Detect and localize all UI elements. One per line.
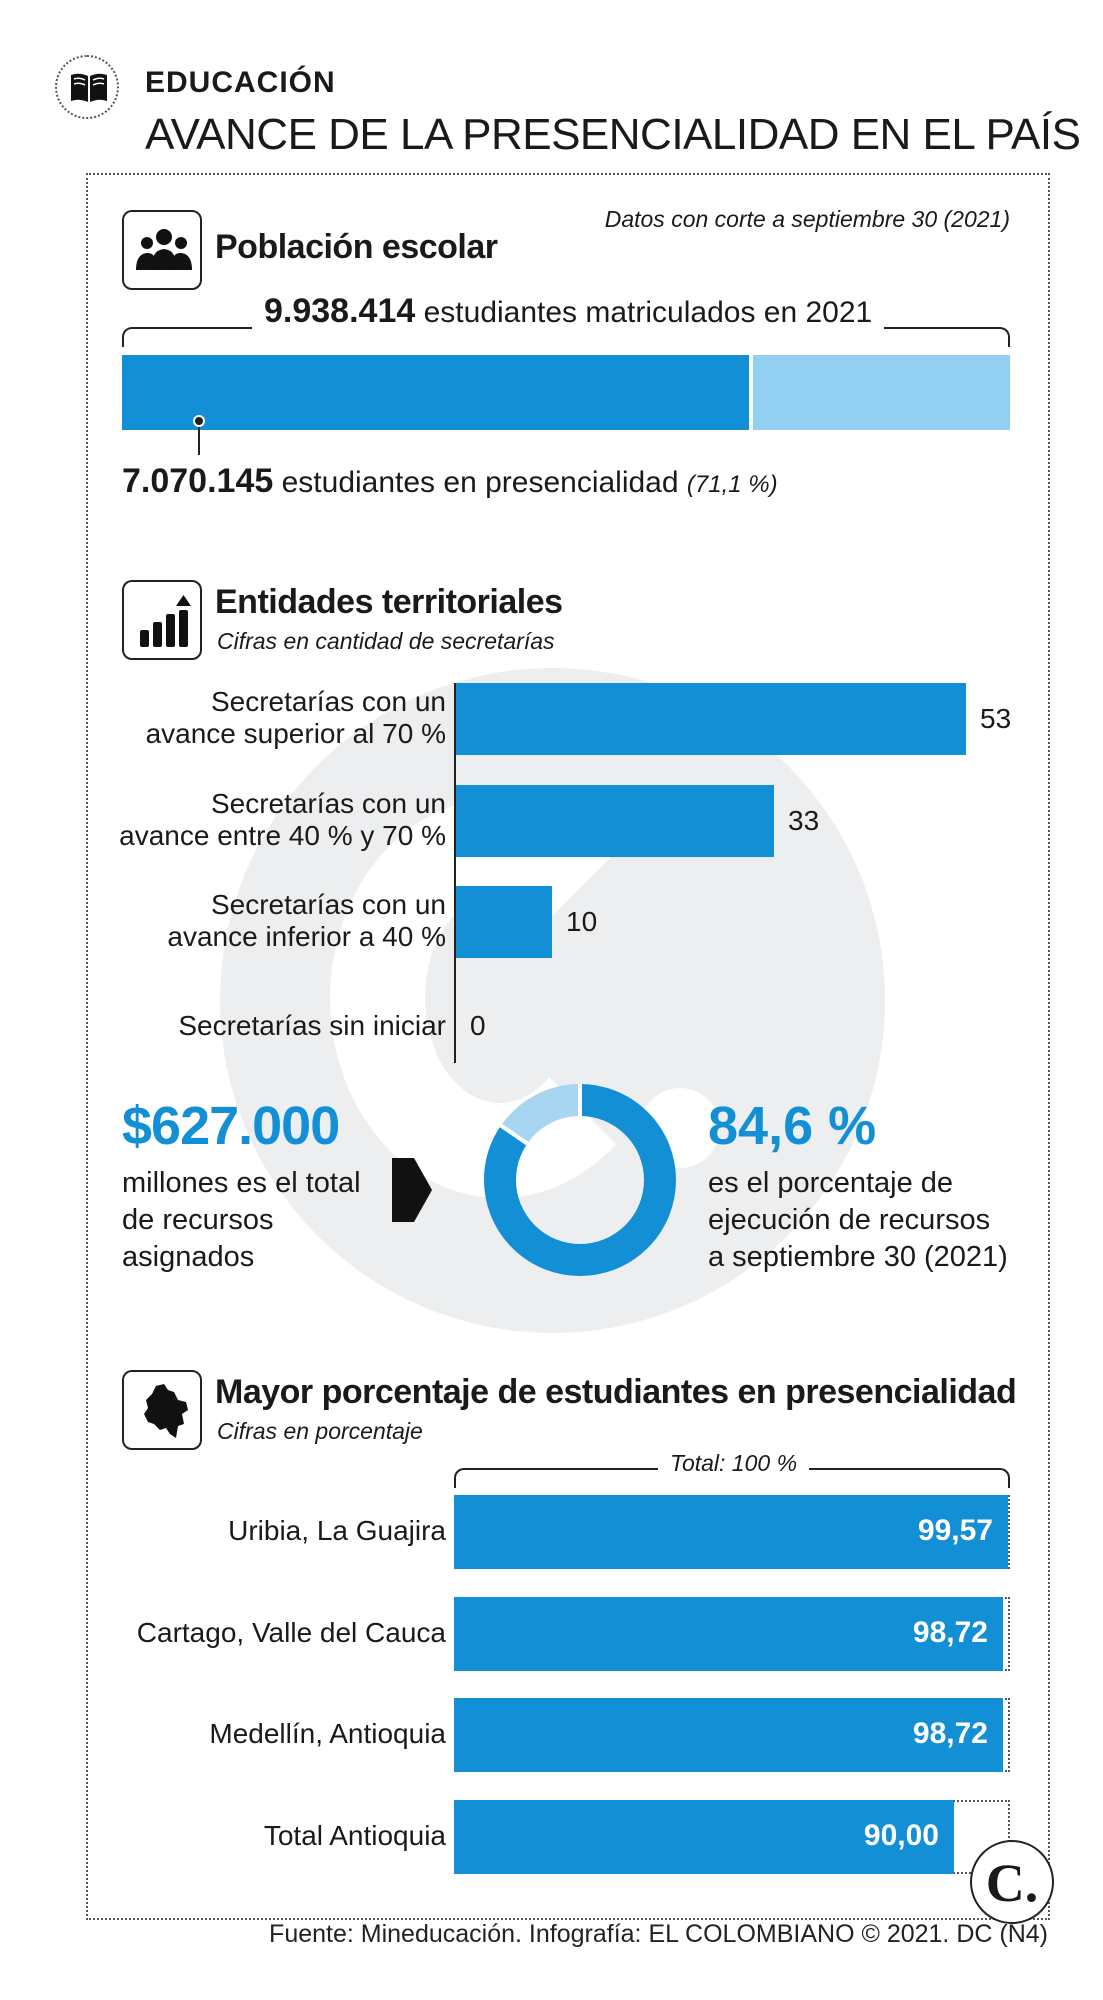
section-tag: EDUCACIÓN — [145, 66, 336, 99]
page-title: AVANCE DE LA PRESENCIALIDAD EN EL PAÍS — [145, 110, 1081, 159]
cutoff-note: Datos con corte a septiembre 30 (2021) — [604, 206, 1010, 232]
watermark-logo — [220, 668, 885, 1333]
presencial-label: 7.070.145 estudiantes en presencialidad … — [122, 462, 778, 501]
mayor-bar — [454, 1495, 1008, 1569]
presencial-percent: (71,1 %) — [686, 471, 778, 498]
mayor-subtitle: Cifras en porcentaje — [217, 1418, 423, 1444]
bar-chart-icon — [140, 595, 191, 647]
mayor-value-label: 90,00 — [863, 1819, 939, 1852]
entidades-category-label: Secretarías con un avance inferior a 40 % — [167, 889, 446, 952]
mayor-category-label: Medellín, Antioquia — [209, 1718, 446, 1749]
mayor-category-label: Uribia, La Guajira — [228, 1515, 446, 1546]
resources-amount-desc: millones es el total de recursos asignad… — [122, 1167, 361, 1273]
execution-desc-line-1: es el porcentaje de — [708, 1167, 954, 1199]
entidades-value-label: 0 — [470, 1010, 486, 1041]
mayor-title: Mayor porcentaje de estudiantes en prese… — [215, 1373, 1017, 1411]
entidades-value-label: 10 — [566, 906, 598, 937]
presencial-marker-dot — [193, 415, 205, 427]
colombia-map-icon — [144, 1384, 188, 1438]
frame-top-border — [86, 173, 1050, 175]
mayor-bar — [454, 1698, 1003, 1772]
entidades-category-label: Secretarías sin iniciar — [178, 1010, 446, 1041]
people-icon — [136, 229, 192, 270]
map-icon-box — [122, 1370, 202, 1450]
entidades-title: Entidades territoriales — [215, 583, 563, 621]
resources-amount: $627.000 — [122, 1096, 340, 1156]
section-badge — [55, 55, 119, 119]
execution-percent: 84,6 % — [708, 1096, 877, 1156]
mayor-category-label: Total Antioquia — [263, 1820, 446, 1851]
execution-desc-line-3: a septiembre 30 (2021) — [708, 1241, 1008, 1273]
mayor-value-label: 98,72 — [912, 1616, 988, 1649]
presencial-value: 7.070.145 — [122, 462, 274, 500]
people-icon-box — [122, 210, 202, 290]
el-colombiano-logo: C. — [970, 1840, 1054, 1924]
total-enrolled-text: estudiantes matriculados en 2021 — [423, 296, 873, 329]
total-enrolled-label: 9.938.414 estudiantes matriculados en 20… — [252, 292, 885, 331]
arrow-right-icon — [392, 1158, 432, 1222]
book-icon — [71, 73, 107, 102]
execution-donut — [484, 1084, 676, 1276]
entidades-bar — [456, 886, 552, 958]
execution-desc-line-2: ejecución de recursos — [708, 1204, 991, 1236]
mayor-category-label: Cartago, Valle del Cauca — [136, 1617, 446, 1648]
mayor-bar — [454, 1800, 954, 1874]
logo-text: C. — [985, 1853, 1039, 1913]
presencial-leader-line — [198, 425, 200, 455]
entidades-category-label: Secretarías con un avance entre 40 % y 70… — [119, 788, 446, 851]
entidades-subtitle: Cifras en cantidad de secretarías — [217, 628, 555, 654]
presencial-text: estudiantes en presencialidad — [281, 466, 679, 499]
poblacion-title: Población escolar — [215, 228, 498, 266]
entidades-value-label: 33 — [788, 805, 820, 836]
mayor-value-label: 98,72 — [912, 1717, 988, 1750]
total-enrolled-value: 9.938.414 — [264, 292, 416, 330]
donut-gap-end — [499, 1123, 529, 1146]
entidades-bar — [456, 683, 966, 755]
source-credit: Fuente: Mineducación. Infografía: EL COL… — [269, 1920, 1048, 1948]
mayor-bar — [454, 1597, 1003, 1671]
entidades-axis — [454, 683, 456, 1063]
mayor-value-label: 99,57 — [917, 1514, 993, 1547]
bar-chart-icon-box — [122, 580, 202, 660]
entidades-bar — [456, 785, 774, 857]
total-100-label: Total: 100 % — [658, 1450, 810, 1477]
entidades-category-label: Secretarías con un avance superior al 70 … — [145, 686, 446, 749]
entidades-value-label: 53 — [980, 703, 1012, 734]
execution-percent-desc: es el porcentaje de ejecución de recurso… — [708, 1165, 1008, 1276]
presencial-bar — [122, 355, 753, 430]
infographic-frame — [86, 173, 1050, 1920]
